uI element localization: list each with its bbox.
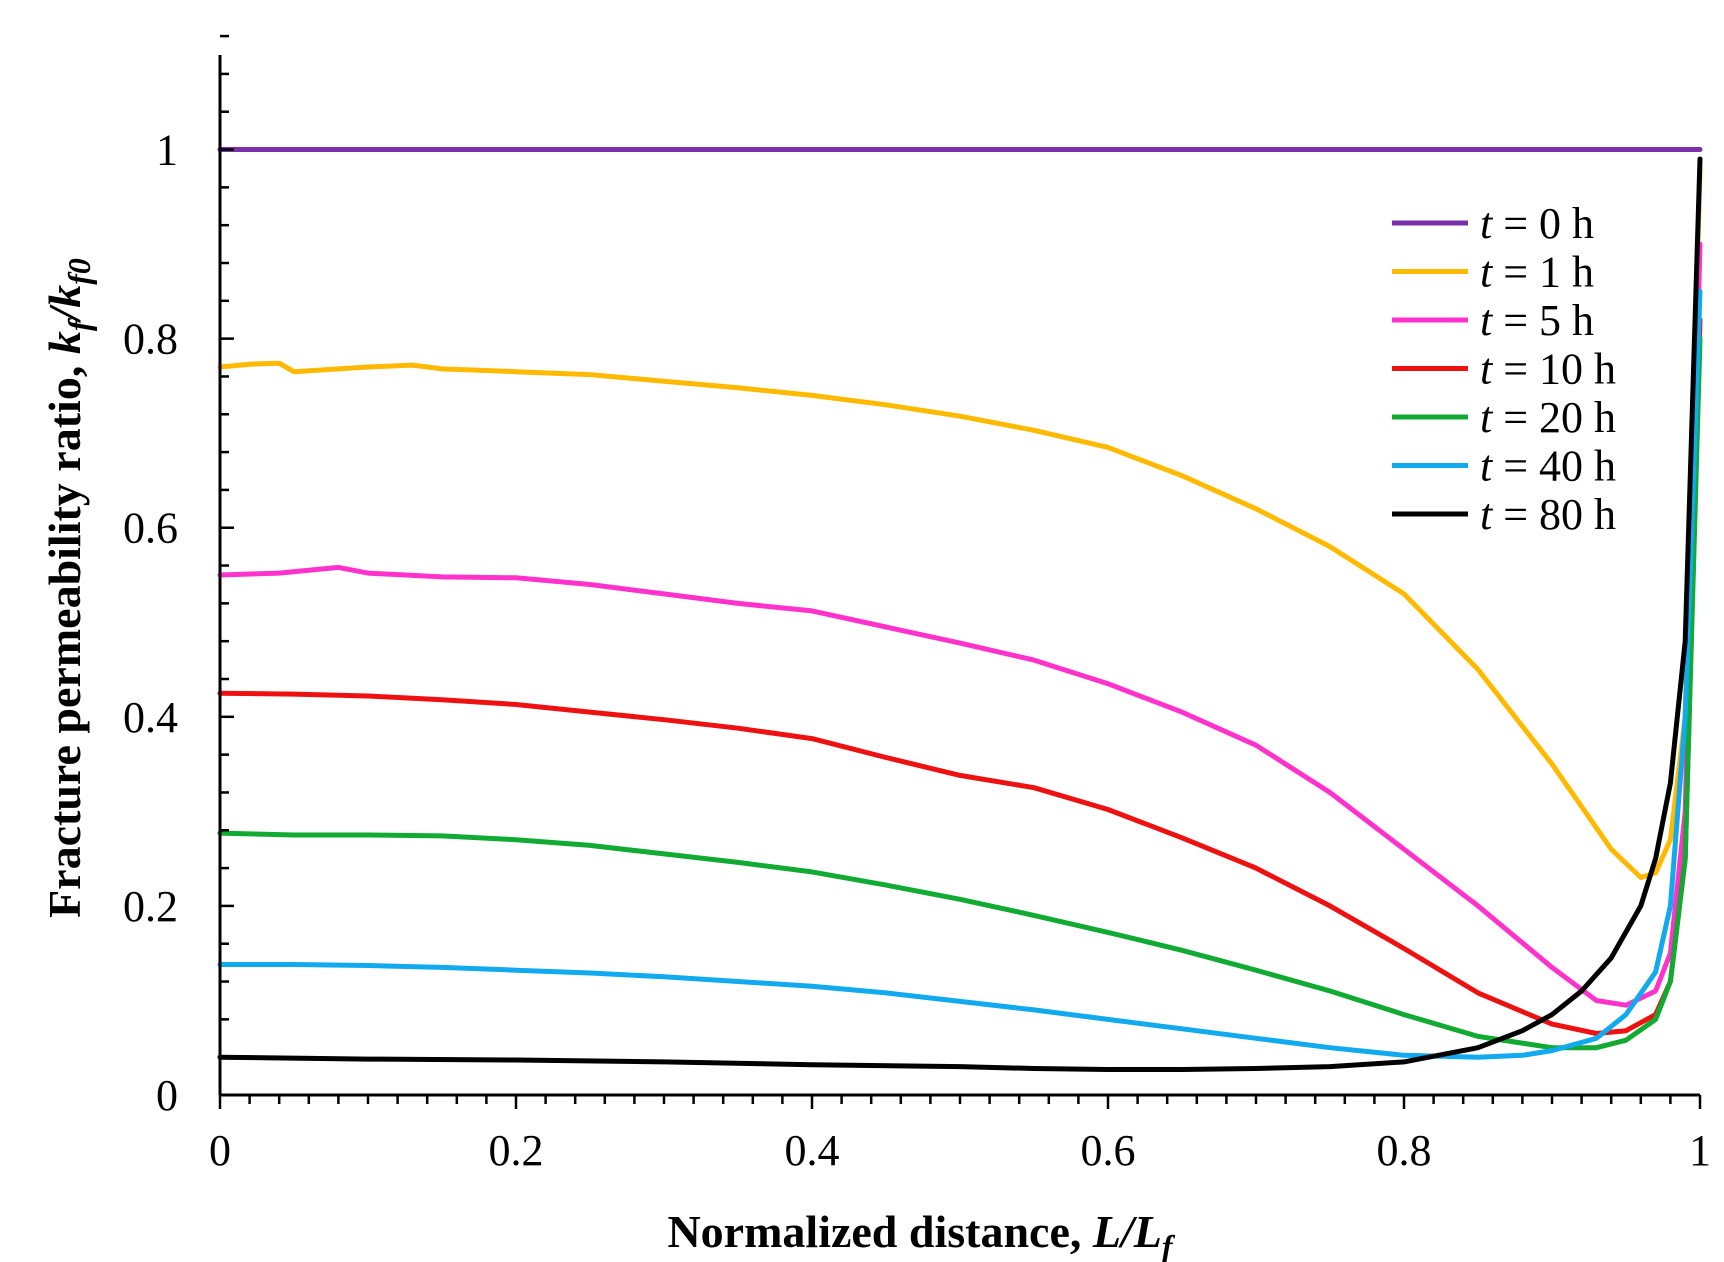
y-axis-title-sub: f: [61, 317, 97, 331]
x-tick-label: 0: [209, 1126, 231, 1175]
series-line: [217, 336, 1703, 1051]
legend: t = 0 ht = 1 ht = 5 ht = 10 ht = 20 ht =…: [1392, 199, 1616, 539]
series-line: [217, 166, 1703, 880]
legend-label-value: = 20 h: [1492, 393, 1616, 442]
y-tick-label: 0.6: [123, 504, 178, 553]
y-axis-title-main: Fracture permeability ratio,: [39, 354, 90, 918]
x-axis-title-slash: /: [1118, 1206, 1138, 1257]
legend-label: t = 0 h: [1480, 199, 1594, 248]
legend-label-value: = 80 h: [1492, 490, 1616, 539]
legend-label-var: t: [1480, 490, 1494, 539]
legend-label-var: t: [1480, 345, 1494, 394]
legend-label-value: = 10 h: [1492, 345, 1616, 394]
legend-label: t = 40 h: [1480, 442, 1616, 491]
legend-label-var: t: [1480, 296, 1494, 345]
y-tick-label: 0.4: [123, 693, 178, 742]
series-line: [217, 156, 1703, 1072]
x-tick-label: 0.2: [489, 1126, 544, 1175]
y-tick-label: 1: [156, 126, 178, 175]
legend-label-var: t: [1480, 248, 1494, 297]
tick-labels: 0 0.2 0.4 0.6 0.8 1 0 0.2 0.4 0.6 0.8 1: [123, 126, 1711, 1175]
series-line: [217, 288, 1703, 1060]
y-axis-title-var: k: [39, 331, 90, 354]
y-tick-label: 0.2: [123, 882, 178, 931]
legend-label: t = 5 h: [1480, 296, 1594, 345]
y-axis-title-var2: k: [39, 285, 90, 308]
x-tick-label: 0.8: [1377, 1126, 1432, 1175]
x-tick-label: 0.6: [1081, 1126, 1136, 1175]
y-tick-label: 0: [156, 1071, 178, 1120]
y-axis-title: Fracture permeability ratio, kf/kf0: [39, 258, 97, 918]
legend-label-var: t: [1480, 393, 1494, 442]
legend-label-value: = 1 h: [1492, 248, 1594, 297]
legend-label: t = 1 h: [1480, 248, 1594, 297]
x-axis-title: Normalized distance, L/Lf: [667, 1206, 1175, 1262]
y-axis-title-sub2: f0: [61, 258, 97, 285]
x-tick-label: 0.4: [785, 1126, 840, 1175]
x-tick-label: 1: [1689, 1126, 1711, 1175]
legend-label: t = 10 h: [1480, 345, 1616, 394]
axes: [218, 34, 1702, 1109]
x-axis-title-sub: f: [1162, 1228, 1176, 1262]
y-tick-label: 0.8: [123, 315, 178, 364]
legend-label: t = 80 h: [1480, 490, 1616, 539]
legend-label-var: t: [1480, 442, 1494, 491]
plot-area: [217, 147, 1703, 1072]
x-axis-title-main: Normalized distance,: [667, 1206, 1092, 1257]
legend-label-value: = 40 h: [1492, 442, 1616, 491]
x-axis-title-var: L: [1092, 1206, 1121, 1257]
x-axis-title-var2: L: [1133, 1206, 1162, 1257]
series-line: [217, 317, 1703, 1036]
legend-label: t = 20 h: [1480, 393, 1616, 442]
legend-label-var: t: [1480, 199, 1494, 248]
series-line: [217, 241, 1703, 1008]
y-axis-title-slash: /: [39, 304, 90, 324]
legend-label-value: = 5 h: [1492, 296, 1594, 345]
legend-label-value: = 0 h: [1492, 199, 1594, 248]
